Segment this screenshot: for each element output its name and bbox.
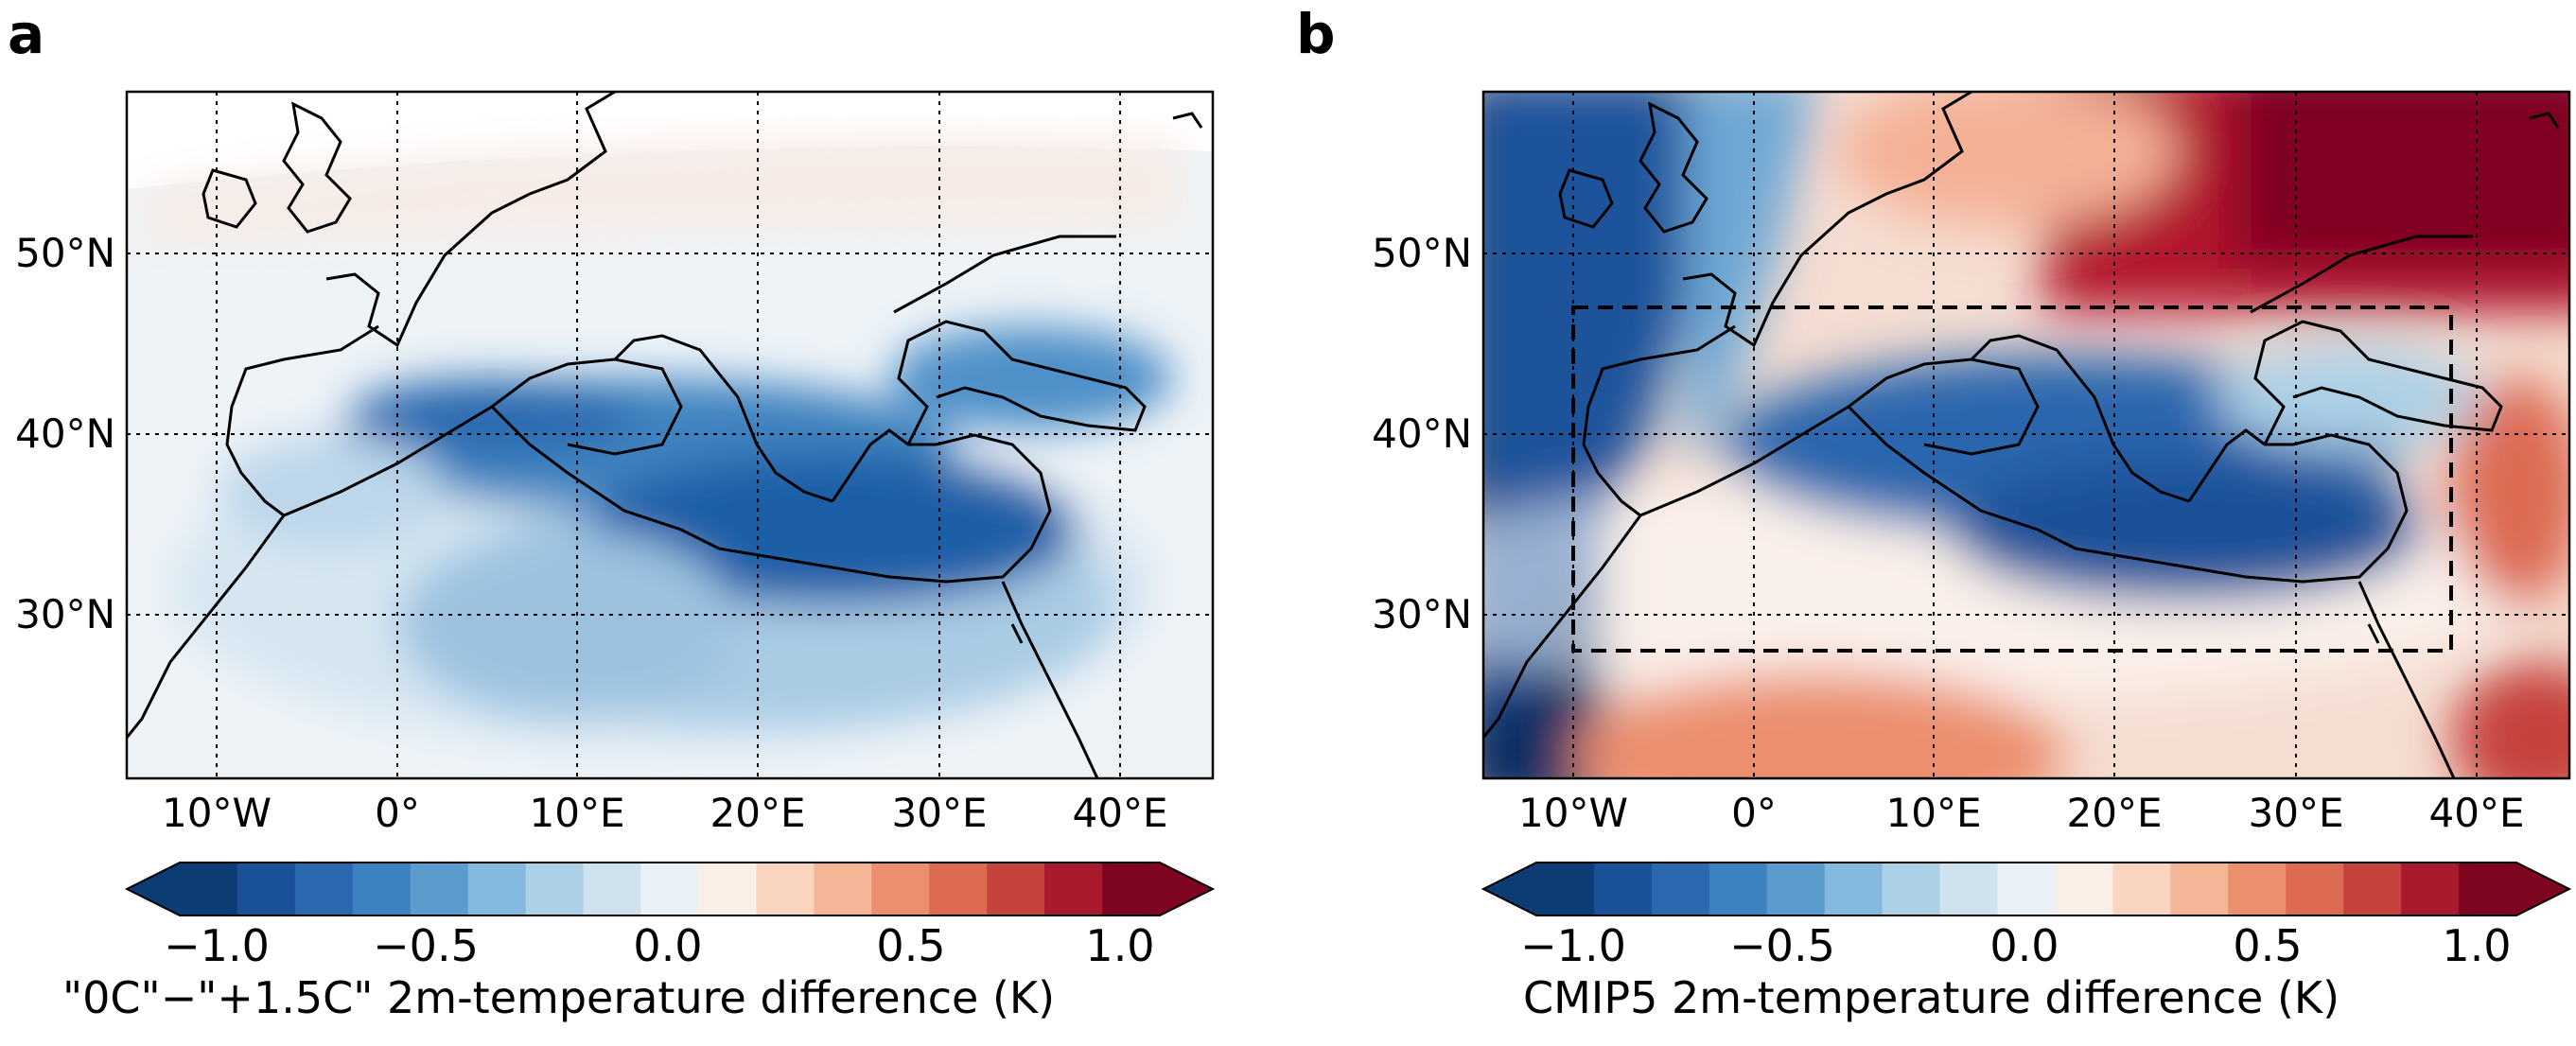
colorbar-segment [1536, 863, 1595, 915]
colorbar-segment [987, 863, 1045, 915]
colorbar-tick-label: 0.5 [876, 920, 945, 971]
colorbar-segment [1882, 863, 1941, 915]
colorbar-tick-labels: −1.0 −0.5 0.0 0.5 1.0 [1520, 920, 2511, 971]
colorbar [124, 862, 1216, 916]
lon-tick-label: 20°E [710, 790, 806, 836]
colorbar-extend-min [127, 863, 180, 915]
colorbar-segment [814, 863, 873, 915]
colorbar-tick-label: −1.0 [1520, 920, 1626, 971]
colorbar-segment [1939, 863, 1999, 915]
colorbar-segment [1044, 863, 1103, 915]
colorbar-tick-label: 1.0 [1085, 920, 1154, 971]
colorbar-tick-label: −0.5 [1729, 920, 1835, 971]
colorbar-segment [2286, 863, 2344, 915]
colorbar-segment [929, 863, 988, 915]
analysis-box [1571, 305, 2453, 653]
map-a: 50°N 40°N 30°N 10°W 0° 10°E 20°E 30°E 40… [15, 90, 1216, 971]
colorbar-segment [294, 863, 354, 915]
colorbar-segment [1766, 863, 1826, 915]
lon-tick-label: 0° [375, 790, 420, 836]
lon-tick-label: 30°E [892, 790, 988, 836]
colorbar-segment [467, 863, 527, 915]
panel-b: b [1288, 0, 2576, 1046]
lat-tick-labels: 50°N 40°N 30°N [1372, 230, 1472, 637]
colorbar-segment [1709, 863, 1768, 915]
colorbar-tick-label: 0.0 [633, 920, 702, 971]
colorbar-segment [2343, 863, 2402, 915]
map-frame [125, 90, 1215, 780]
colorbar-segment [237, 863, 296, 915]
colorbar-segment [1102, 863, 1161, 915]
lat-tick-label: 40°N [15, 410, 115, 457]
lat-tick-label: 30°N [1372, 591, 1472, 637]
colorbar-segment [2112, 863, 2172, 915]
colorbar-segment [640, 863, 700, 915]
colorbar-extend-min [1483, 863, 1536, 915]
panel-letter: a [8, 2, 45, 66]
colorbar-segment [2401, 863, 2460, 915]
lon-tick-label: 40°E [1073, 790, 1168, 836]
colorbar-outline [1481, 862, 2572, 916]
colorbar-extend-max [1160, 863, 1213, 915]
colorbar-tick-label: 1.0 [2442, 920, 2511, 971]
colorbar-segment [2228, 863, 2287, 915]
colorbar-segment [525, 863, 585, 915]
colorbar-segment [352, 863, 412, 915]
colorbar-segment [698, 863, 758, 915]
colorbar-segment [1997, 863, 2057, 915]
lon-tick-label: 0° [1731, 790, 1777, 836]
lat-tick-label: 30°N [15, 591, 115, 637]
colorbar-segment [756, 863, 815, 915]
lon-tick-label: 40°E [2429, 790, 2525, 836]
lat-tick-label: 50°N [1372, 230, 1472, 276]
colorbar-segment [2459, 863, 2517, 915]
colorbar-segment [180, 863, 238, 915]
lon-tick-label: 10°W [1518, 790, 1628, 836]
map-frame [1481, 90, 2571, 780]
lon-tick-label: 30°E [2249, 790, 2344, 836]
lon-tick-labels: 10°W 0° 10°E 20°E 30°E 40°E [1518, 790, 2524, 836]
colorbar-segment [2055, 863, 2114, 915]
panel-letter: b [1296, 2, 1336, 66]
colorbar-segment [1593, 863, 1653, 915]
lat-tick-labels: 50°N 40°N 30°N [15, 230, 115, 637]
colorbar-segment [410, 863, 469, 915]
lon-tick-label: 20°E [2067, 790, 2163, 836]
colorbar-tick-label: 0.0 [1989, 920, 2059, 971]
colorbar-segment [1651, 863, 1710, 915]
colorbar [1481, 862, 2572, 916]
lat-tick-label: 50°N [15, 230, 115, 276]
colorbar-tick-label: 0.5 [2233, 920, 2302, 971]
colorbar-segment [871, 863, 931, 915]
lon-tick-label: 10°E [530, 790, 625, 836]
colorbar-label: CMIP5 2m-temperature difference (K) [1523, 972, 2340, 1023]
colorbar-segment [2170, 863, 2230, 915]
gridlines [1483, 92, 2569, 778]
panel-a: a [8, 2, 1216, 1023]
lon-tick-label: 10°W [162, 790, 272, 836]
colorbar-extend-max [2516, 863, 2569, 915]
colorbar-label: "0C"−"+1.5C" 2m-temperature difference (… [62, 972, 1056, 1023]
gridlines [127, 92, 1213, 778]
colorbar-segment [583, 863, 642, 915]
colorbar-segment [1824, 863, 1884, 915]
colorbar-tick-label: −1.0 [164, 920, 270, 971]
colorbar-tick-label: −0.5 [373, 920, 479, 971]
lon-tick-labels: 10°W 0° 10°E 20°E 30°E 40°E [162, 790, 1167, 836]
map-b: 50°N 40°N 30°N 10°W 0° 10°E 20°E 30°E 40… [1372, 90, 2572, 971]
colorbar-outline [124, 862, 1216, 916]
lon-tick-label: 10°E [1886, 790, 1982, 836]
colorbar-tick-labels: −1.0 −0.5 0.0 0.5 1.0 [164, 920, 1154, 971]
temperature-field [127, 137, 1213, 778]
lat-tick-label: 40°N [1372, 410, 1472, 457]
coastlines [1483, 92, 2560, 778]
